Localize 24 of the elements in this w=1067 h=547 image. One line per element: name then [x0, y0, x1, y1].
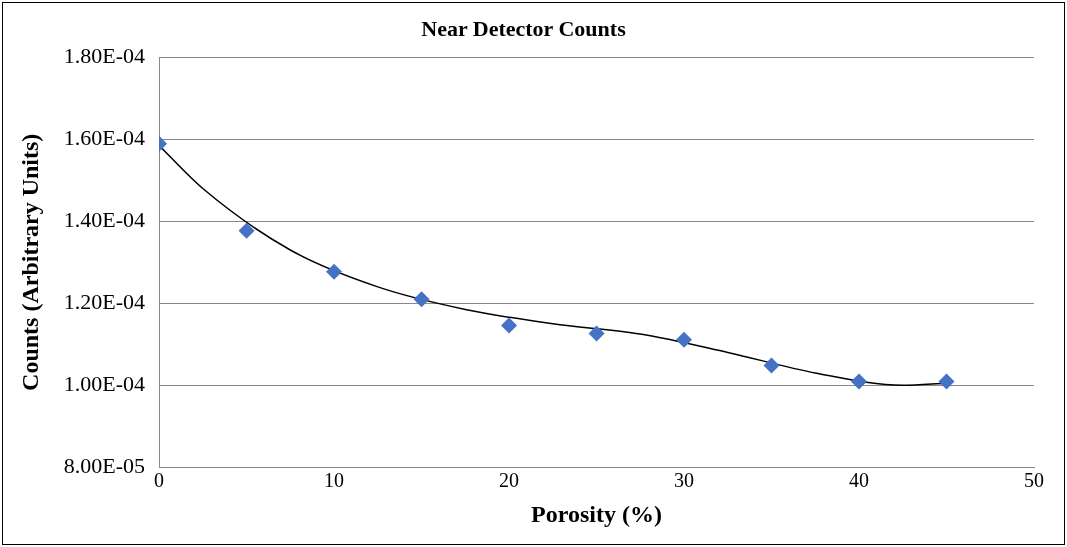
- y-tick-label: 1.00E-04: [63, 371, 146, 397]
- y-tick-label: 1.80E-04: [63, 43, 146, 69]
- x-tick-label: 20: [499, 469, 520, 492]
- point: [938, 373, 955, 390]
- x-tick-label: 10: [324, 469, 345, 492]
- x-axis-title: Porosity (%): [531, 500, 662, 527]
- point: [588, 325, 605, 342]
- y-axis-title: Counts (Arbitrary Units): [16, 133, 43, 391]
- y-tick-label: 8.00E-05: [63, 452, 146, 478]
- x-tick-label: 30: [674, 469, 695, 492]
- point: [501, 317, 518, 334]
- x-tick-label: 50: [1024, 469, 1044, 492]
- x-tick-label: 0: [154, 469, 165, 492]
- point: [763, 357, 780, 374]
- point: [238, 222, 255, 239]
- x-tick-label: 40: [849, 469, 870, 492]
- point: [413, 291, 430, 308]
- point: [851, 373, 868, 390]
- point: [676, 331, 693, 348]
- chart-title: Near Detector Counts: [421, 15, 627, 41]
- y-tick-label: 1.20E-04: [63, 289, 146, 315]
- point: [326, 263, 343, 280]
- y-tick-label: 1.40E-04: [63, 207, 146, 233]
- y-tick-label: 1.60E-04: [63, 125, 146, 151]
